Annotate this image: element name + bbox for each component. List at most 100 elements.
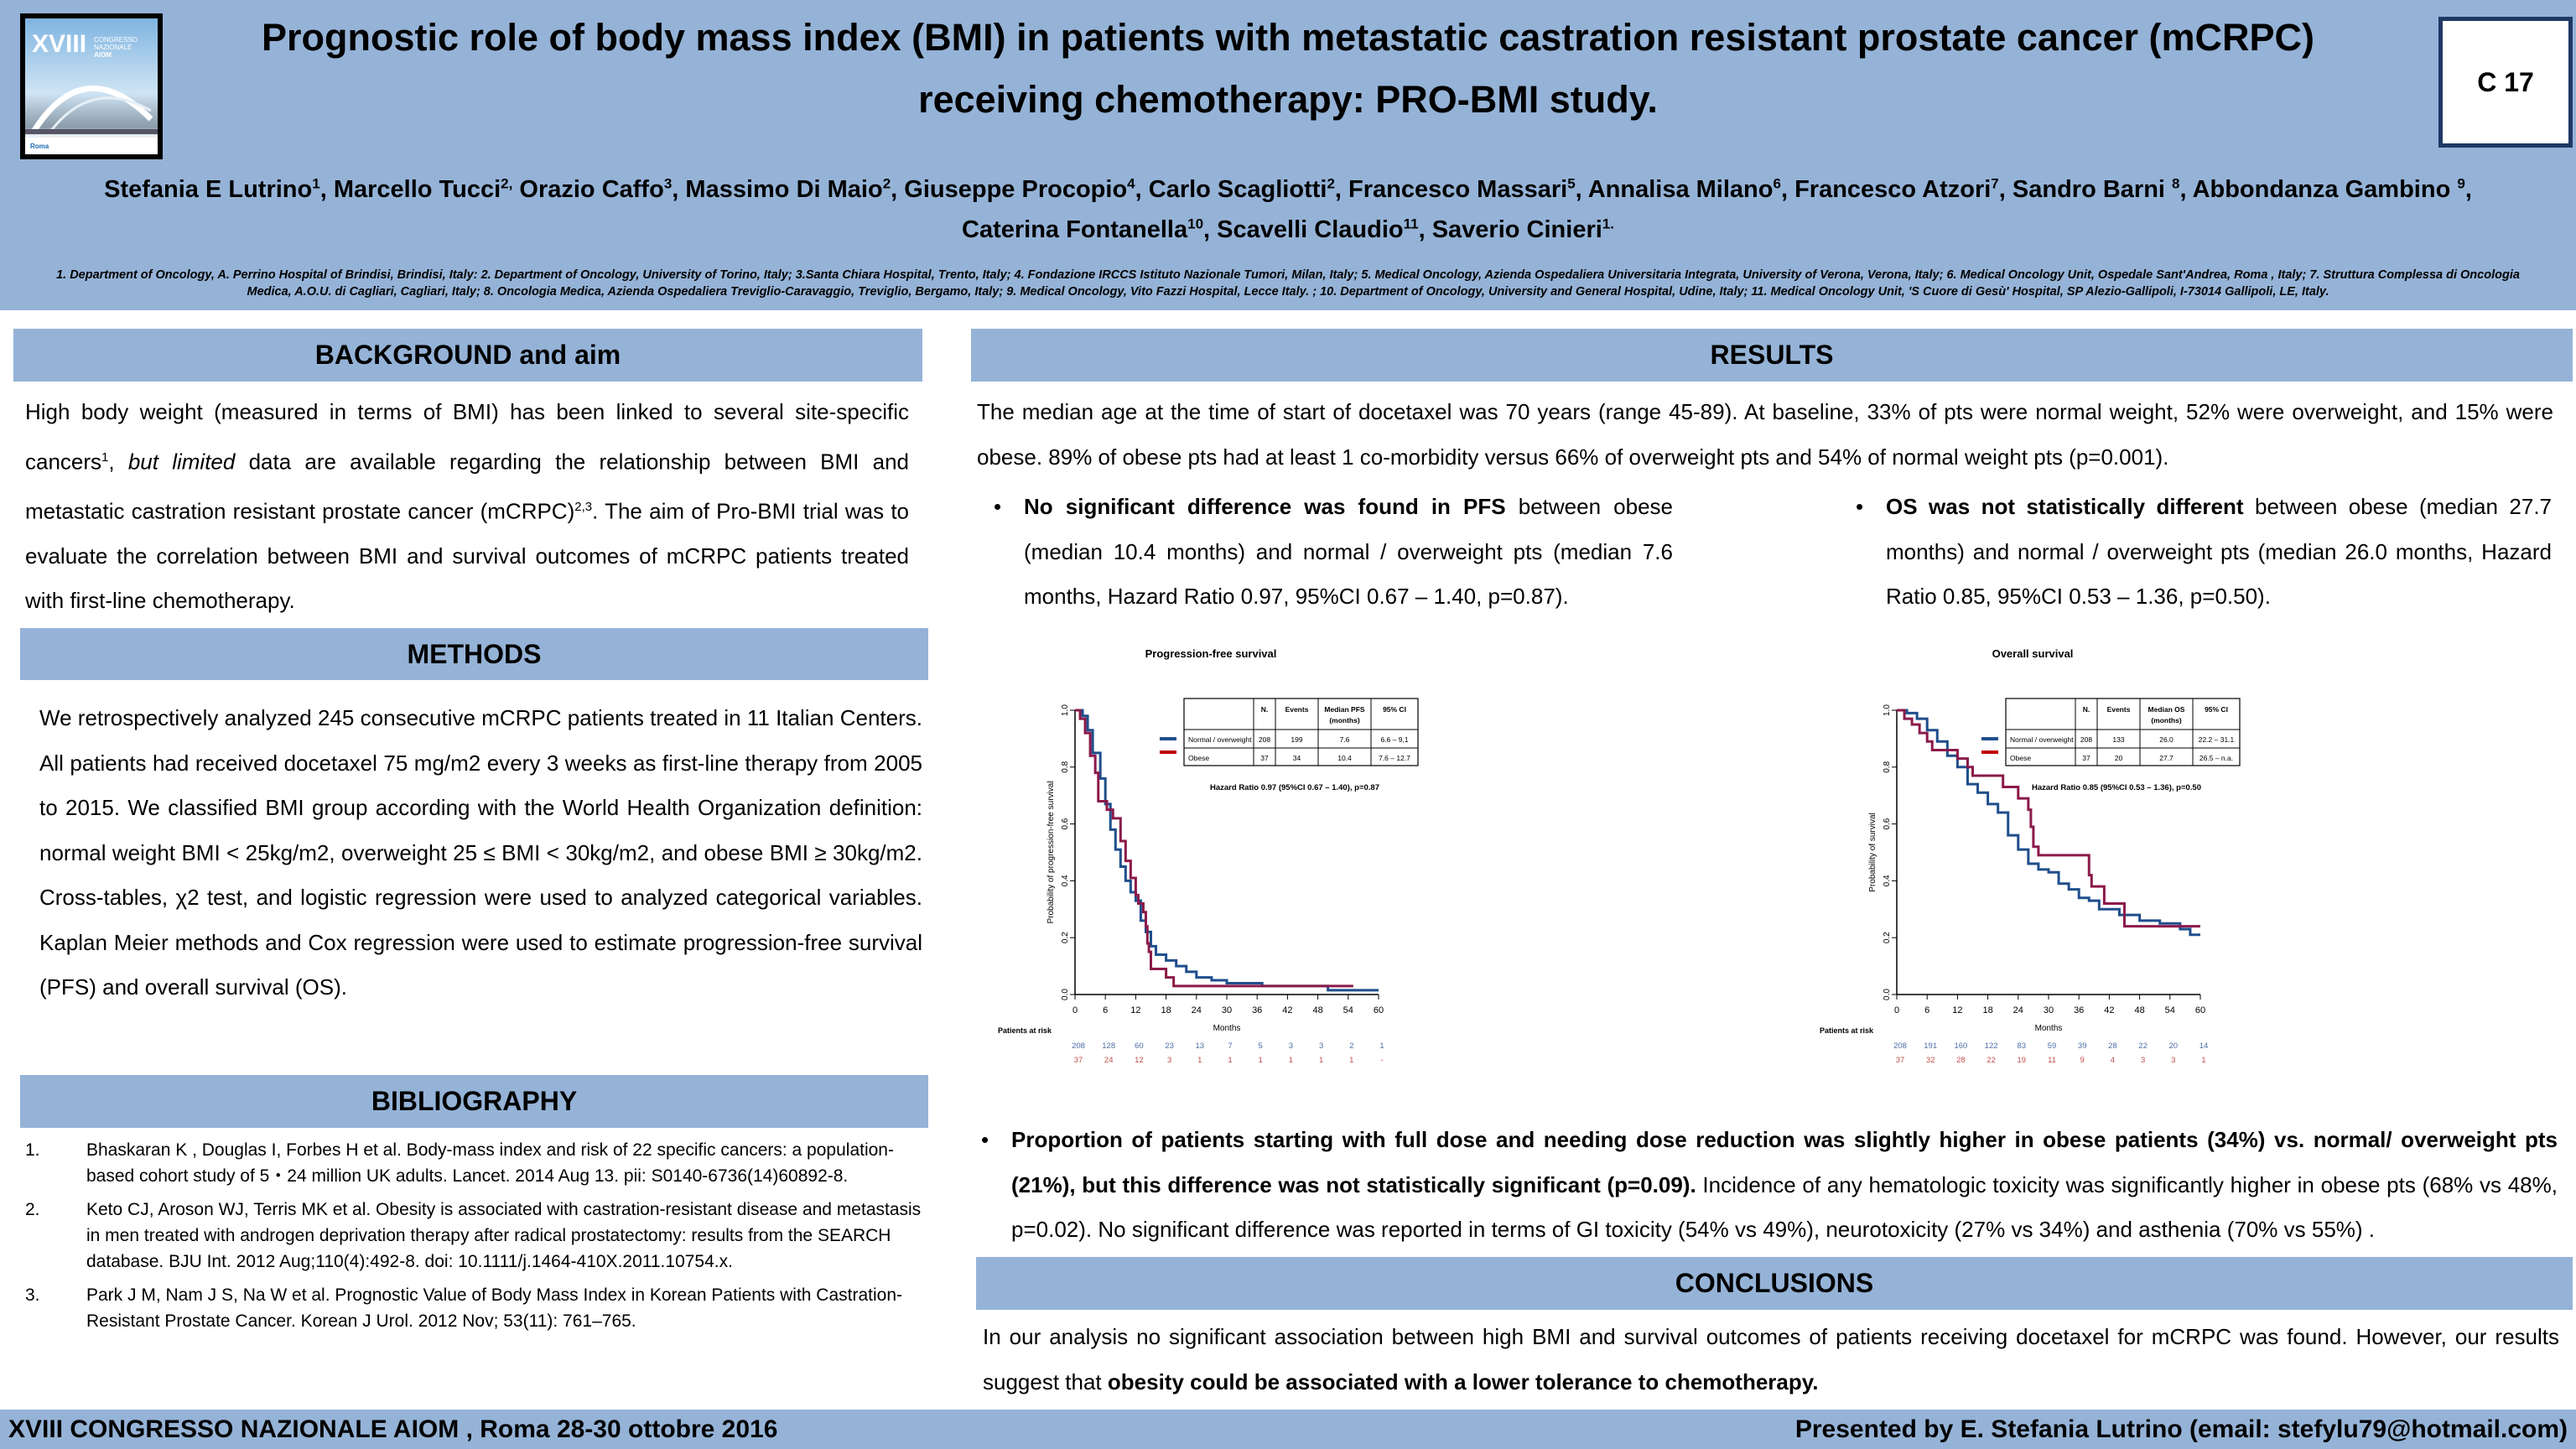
author-name: Sandro Barni [2012,175,2173,203]
table-header: N. [1261,705,1269,714]
at-risk-obese-value: 19 [2018,1056,2027,1065]
bullet-pfs: • No significant difference was found in… [985,485,1673,620]
at-risk-normal-value: 13 [1196,1041,1205,1051]
at-risk-normal-value: 39 [2078,1041,2087,1051]
y-tick-label: 1.0 [1061,704,1070,716]
at-risk-obese-value: 1 [1319,1056,1323,1065]
author-separator: , [1998,175,2012,203]
svg-text:Roma: Roma [30,143,49,150]
x-tick-label: 0 [1072,1005,1078,1015]
author-separator: , [1334,175,1349,203]
author-name: Scavelli Claudio [1217,216,1404,244]
poster-code: C 17 [2477,66,2534,97]
y-tick-label: 0.4 [1883,875,1892,886]
author-separator: , [2179,175,2193,203]
text-segment: 1 [101,449,109,465]
title-line-1: Prognostic role of body mass index (BMI)… [261,16,2315,59]
bibliography-heading: BIBLIOGRAPHY [20,1075,928,1128]
at-risk-normal-value: 160 [1954,1041,1967,1051]
text-segment: In our analysis no significant associati… [983,1324,2559,1394]
x-tick-label: 6 [1103,1005,1108,1015]
author-affiliation-number: 10 [1187,216,1204,232]
text-segment: No significant difference was found in P… [1024,494,1506,519]
author-affiliation-number: 6 [1773,175,1781,191]
text-segment: . The aim of Pro-BMI trial was to evalua… [25,498,910,614]
author-separator: , [1780,175,1795,203]
table-header: 95% CI [2205,705,2228,714]
author-name: Saverio Cinieri [1431,216,1602,244]
text-segment: obesity could be associated with a lower… [1107,1368,1819,1394]
author-name: Orazio Caffo [519,175,664,203]
author-name: Carlo Scagliotti [1148,175,1327,203]
at-risk-obese-value: 9 [2080,1056,2085,1065]
y-tick-label: 0.2 [1883,932,1892,943]
at-risk-obese-value: 1 [1289,1056,1293,1065]
text-segment: High body weight (measured in terms of B… [25,399,909,475]
y-tick-label: 0.8 [1883,761,1892,772]
text-segment: between obese (median 27.7 months) and n… [1886,494,2552,609]
bullet-icon: • [981,1127,989,1152]
author-list: Stefania E Lutrino1, Marcello Tucci2, Or… [42,166,2534,247]
congress-logo: XVIII CONGRESSO NAZIONALE AIOM Roma [20,13,163,159]
text-segment: Incidence of any hematologic toxicity wa… [1011,1171,2558,1243]
bullet-os-text: OS was not statistically different betwe… [1886,494,2552,609]
at-risk-obese-value: 37 [1074,1056,1083,1065]
x-axis-label: Months [2035,1024,2063,1033]
author-name: Giuseppe Procopio [904,175,1128,203]
table-cell: 7.6 [1340,735,1350,744]
reference-item: 2. Keto CJ, Aroson WJ, Terris MK et al. O… [25,1197,922,1275]
svg-text:AIOM: AIOM [94,51,112,59]
author-separator: , [319,175,334,203]
x-tick-label: 60 [1374,1005,1384,1015]
table-cell: 133 [2112,735,2124,744]
table-cell: 37 [1260,754,1269,762]
x-tick-label: 48 [2134,1005,2144,1015]
bridge-logo-image: XVIII CONGRESSO NAZIONALE AIOM Roma [25,30,158,154]
poster-title: Prognostic role of body mass index (BMI)… [184,7,2392,131]
at-risk-normal-value: 191 [1924,1041,1937,1051]
author-affiliation-number: 4 [1127,175,1135,191]
y-axis-label: Probability of survival [1868,813,1877,891]
bullet-icon: • [994,494,1002,519]
svg-text:XVIII: XVIII [32,30,86,58]
table-cell: 20 [2115,754,2123,762]
table-cell: Normal / overweight [1188,735,1252,744]
at-risk-normal-value: 60 [1135,1041,1144,1051]
footer-congress: XVIII CONGRESSO NAZIONALE AIOM , Roma 28… [8,1415,778,1443]
chart-title: Progression-free survival [1145,647,1277,660]
table-cell: 7.6 – 12.7 [1379,754,1410,762]
at-risk-obese-value: 4 [2111,1056,2115,1065]
at-risk-obese-value: 32 [1926,1056,1935,1065]
y-tick-label: 0.6 [1883,818,1892,829]
table-cell: 208 [2080,735,2092,744]
y-tick-label: 0.0 [1883,989,1892,1000]
at-risk-normal-value: 59 [2048,1041,2057,1051]
at-risk-normal-value: 23 [1165,1041,1174,1051]
text-segment: The median age at the time of start of d… [977,399,2553,470]
footer-band: XVIII CONGRESSO NAZIONALE AIOM , Roma 28… [0,1410,2576,1449]
author-separator: , [891,175,905,203]
table-header-units: (months) [1329,716,1360,724]
svg-text:CONGRESSO: CONGRESSO [94,36,138,44]
text-segment: We retrospectively analyzed 245 consecut… [39,705,922,1000]
text-segment: data are available regarding the relatio… [25,449,909,524]
obese-curve [1075,709,1353,988]
bullet-toxicity-text: Proportion of patients starting with ful… [1011,1127,2558,1242]
author-affiliation-number: 1. [1602,216,1614,232]
svg-text:NAZIONALE: NAZIONALE [94,44,132,51]
y-tick-label: 0.2 [1061,932,1070,943]
methods-text: We retrospectively analyzed 245 consecut… [39,696,922,1010]
author: Stefania E Lutrino1, [104,175,334,203]
table-cell: Obese [1188,754,1209,762]
methods-heading: METHODS [20,628,928,680]
author: Francesco Atzori7, [1794,175,2012,203]
x-tick-label: 54 [2165,1005,2175,1015]
at-risk-normal-value: 22 [2138,1041,2148,1051]
results-heading: RESULTS [971,329,2573,382]
table-header: N. [2083,705,2090,714]
normal-overweight-curve [1897,709,2200,937]
at-risk-obese-value: 12 [1135,1056,1144,1065]
table-header: Median PFS [1324,705,1365,714]
table-cell: 26.0 [2159,735,2174,744]
